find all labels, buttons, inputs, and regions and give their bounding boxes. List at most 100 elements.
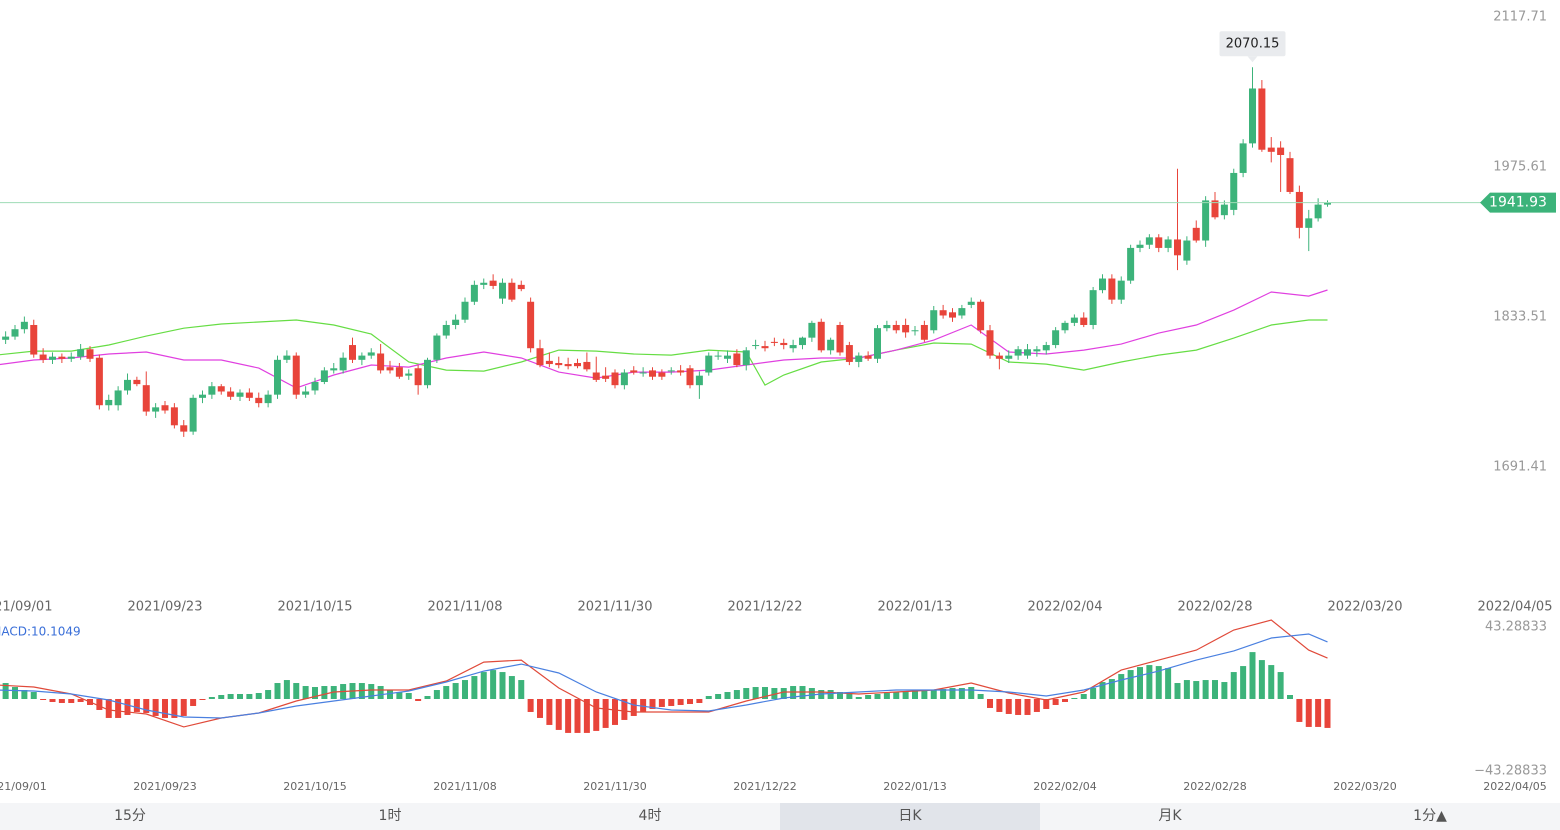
x-tick-label: 2022/03/20 <box>1333 780 1396 793</box>
macd-bar <box>293 683 300 699</box>
candle-body <box>1061 322 1069 331</box>
candle-body <box>517 284 525 290</box>
macd-bar <box>808 688 815 699</box>
macd-bar <box>921 690 928 699</box>
candle-body <box>817 321 825 351</box>
candle-body <box>20 321 28 330</box>
candle-body <box>105 399 113 406</box>
macd-bar <box>1024 698 1031 715</box>
macd-bar <box>630 698 637 716</box>
period-tab[interactable]: 月K <box>1158 808 1182 824</box>
y-tick-label: −43.28833 <box>1474 763 1547 778</box>
macd-bar <box>612 698 618 725</box>
candle-body <box>1136 244 1144 248</box>
macd-bar <box>677 698 684 705</box>
macd-bar <box>780 688 787 699</box>
macd-bar <box>1324 698 1331 728</box>
macd-bar <box>162 698 168 718</box>
macd-bar <box>12 687 18 699</box>
macd-bar <box>1305 698 1312 727</box>
candle-body <box>227 391 235 397</box>
candle-body <box>1277 147 1285 155</box>
candle-body <box>1014 349 1022 356</box>
candle-body <box>930 310 938 331</box>
period-tab[interactable]: 1分▲ <box>1413 808 1447 824</box>
macd-bar <box>865 695 872 699</box>
macd-bar <box>583 698 590 733</box>
candle-body <box>1239 143 1247 173</box>
macd-bar <box>649 698 656 709</box>
period-tab[interactable]: 日K <box>780 803 1040 830</box>
candle-body <box>1089 290 1097 325</box>
macd-bar <box>1146 665 1153 699</box>
y-tick-label: 1833.51 <box>1493 310 1547 325</box>
macd-bar <box>1230 672 1237 699</box>
macd-bar <box>1033 698 1040 712</box>
macd-bar <box>640 698 647 712</box>
macd-bar <box>105 698 112 718</box>
candle-body <box>1258 88 1266 150</box>
candle-body <box>1202 200 1210 241</box>
macd-bar <box>1268 665 1275 699</box>
candle-body <box>161 405 169 411</box>
x-tick-label: 2021/11/30 <box>583 780 646 793</box>
y-tick-label: 2117.71 <box>1493 9 1547 24</box>
macd-bar <box>574 698 581 733</box>
macd-bar <box>1315 698 1322 727</box>
candle-body <box>199 394 206 398</box>
candle-body <box>86 349 94 359</box>
candle-body <box>339 357 347 371</box>
macd-bar <box>1118 674 1125 699</box>
macd-bar <box>68 698 75 703</box>
x-tick-label: 2021/10/15 <box>278 600 353 615</box>
candle-body <box>1155 237 1163 248</box>
candle-body <box>414 368 422 386</box>
y-tick-label: 1975.61 <box>1493 160 1547 175</box>
candle-body <box>405 373 413 376</box>
macd-bar <box>387 690 393 699</box>
candle-body <box>611 372 619 386</box>
current-price-tag <box>1480 192 1556 213</box>
candle-body <box>142 385 150 412</box>
macd-bar <box>565 698 572 733</box>
macd-bar <box>1249 652 1256 699</box>
macd-bar <box>874 694 881 699</box>
macd-bar <box>227 694 234 699</box>
macd-bar <box>1165 668 1172 699</box>
macd-bar <box>1193 681 1200 699</box>
macd-bar <box>115 698 122 718</box>
macd-bar <box>846 694 853 699</box>
candle-body <box>967 301 975 305</box>
candle-body <box>1314 204 1322 219</box>
period-tab[interactable]: 4时 <box>638 808 662 824</box>
period-tab[interactable]: 15分 <box>114 808 146 824</box>
candle-body <box>11 329 19 337</box>
macd-bar <box>827 690 834 699</box>
x-tick-label: 2022/01/13 <box>883 780 946 793</box>
candle-body <box>649 370 656 377</box>
x-tick-label: 2022/04/05 <box>1483 780 1546 793</box>
macd-label: MACD:10.1049 <box>0 625 81 639</box>
macd-bar <box>77 698 84 702</box>
macd-bar <box>1183 680 1190 699</box>
candle-body <box>1117 280 1125 300</box>
candle-body <box>761 346 769 349</box>
candle-body <box>845 345 853 362</box>
macd-bar <box>1137 667 1143 699</box>
candle-body <box>667 370 675 372</box>
macd-bar <box>1277 672 1284 699</box>
macd-bar <box>527 698 534 712</box>
candle-body <box>995 355 1003 359</box>
macd-bar <box>855 696 862 699</box>
candle-body <box>677 370 685 373</box>
candle-body <box>264 394 272 404</box>
candle-body <box>874 328 881 359</box>
period-tab[interactable]: 1时 <box>378 808 402 824</box>
macd-bar <box>180 698 187 716</box>
candle-body <box>724 355 731 359</box>
macd-bar <box>987 698 993 708</box>
candle-body <box>920 324 928 340</box>
candle-body <box>630 370 638 373</box>
candle-body <box>1174 239 1181 256</box>
